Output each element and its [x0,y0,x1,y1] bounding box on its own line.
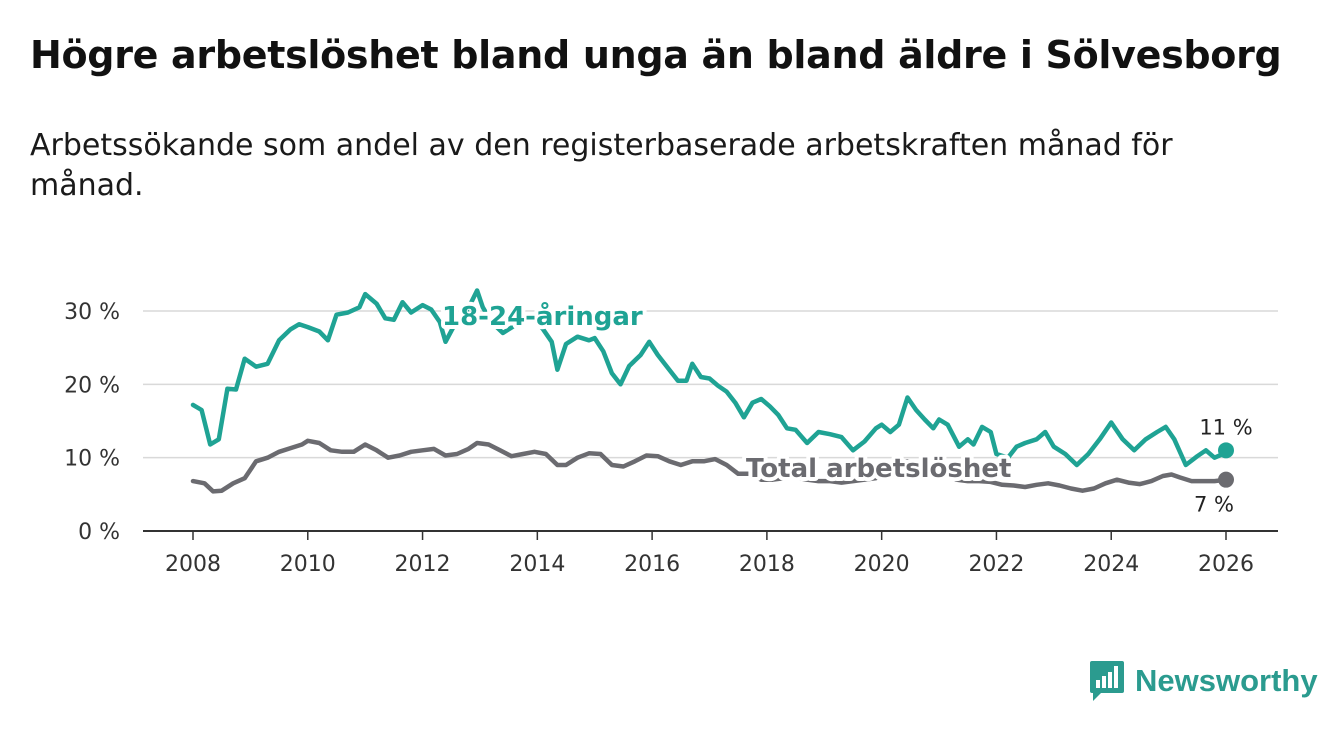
end-point-total [1218,471,1234,488]
newsworthy-logo: Newsworthy [1089,660,1318,702]
x-tick-label: 2020 [854,552,910,577]
x-tick-label: 2010 [280,552,336,577]
y-tick-label: 20 % [64,373,120,398]
series-label-total: Total arbetslöshet [746,454,1011,484]
series-label-18-24: 18-24-åringar [442,300,643,332]
y-axis-ticks: 0 % 10 % 20 % 30 % [64,300,120,545]
brand-name: Newsworthy [1135,663,1318,698]
chart-title: Högre arbetslöshet bland unga än bland ä… [30,33,1282,77]
series-line-total [190,438,1229,494]
series-lines [190,288,1234,494]
x-axis-ticks: 2008 2010 2012 2014 2016 2018 2020 2022 2024 2026 [165,531,1254,577]
chart-subtitle: Arbetssökande som andel av den registerb… [30,128,1173,203]
x-tick-label: 2024 [1083,552,1139,577]
series-line-18-24 [190,288,1229,468]
x-tick-label: 2008 [165,552,221,577]
y-tick-label: 0 % [78,520,120,545]
x-tick-label: 2014 [509,552,565,577]
x-tick-label: 2026 [1198,552,1254,577]
y-tick-label: 30 % [64,300,120,325]
end-label-18-24: 11 % [1199,415,1252,439]
series-labels: 18-24-åringar Total arbetslöshet 11 % 7 % [438,296,1253,517]
end-point-18-24 [1218,442,1234,459]
y-tick-label: 10 % [64,447,120,472]
newsworthy-bar-chart-icon [1090,661,1124,701]
x-tick-label: 2018 [739,552,795,577]
x-tick-label: 2012 [395,552,451,577]
end-label-total: 7 % [1194,493,1234,517]
x-tick-label: 2022 [968,552,1024,577]
x-tick-label: 2016 [624,552,680,577]
gridlines [143,310,1278,532]
